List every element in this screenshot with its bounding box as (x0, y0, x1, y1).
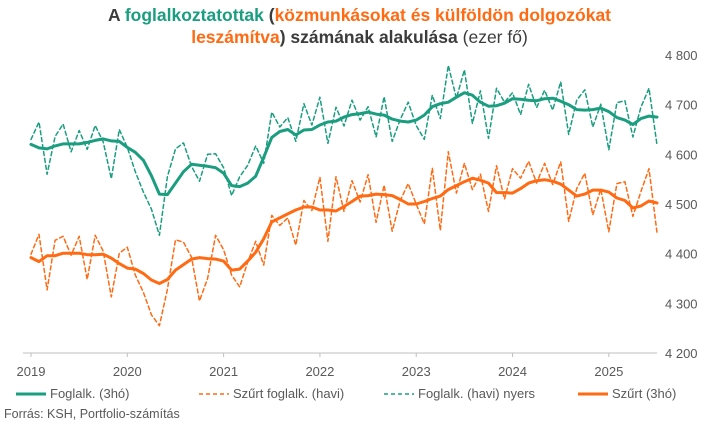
title-part-excluded: leszámítva (191, 27, 280, 47)
legend-item-orange-solid: Szűrt (3hó) (578, 386, 676, 401)
legend-label-orange-dashed: Szűrt foglalk. (havi) (233, 386, 345, 401)
legend-label-green-solid: Foglalk. (3hó) (50, 386, 130, 401)
series-line-3 (29, 176, 659, 285)
chart-title: A foglalkoztatottak (közmunkásokat és kü… (0, 4, 719, 48)
legend-item-green-solid: Foglalk. (3hó) (16, 386, 129, 401)
y-tick-label: 4 500 (665, 197, 698, 212)
legend-item-green-dashed: Foglalk. (havi) nyers (384, 386, 535, 401)
title-part-excluding: közmunkásokat és külföldön dolgozókat (274, 5, 612, 25)
y-tick-label: 4 400 (665, 247, 698, 262)
x-tick-label: 2021 (209, 364, 238, 379)
source-note: Forrás: KSH, Portfolio-számítás (4, 407, 180, 421)
series-line-0 (29, 91, 659, 197)
legend-label-green-dashed: Foglalk. (havi) nyers (418, 386, 536, 401)
y-tick-label: 4 200 (665, 346, 698, 361)
title-part-employed: foglalkoztatottak (124, 5, 264, 25)
x-tick-label: 2020 (113, 364, 142, 379)
x-tick-label: 2023 (402, 364, 431, 379)
y-tick-label: 4 700 (665, 98, 698, 113)
y-tick-label: 4 300 (665, 296, 698, 311)
title-part-unit: (ezer fő) (457, 27, 528, 47)
series-line-1 (30, 151, 658, 327)
y-tick-label: 4 600 (665, 147, 698, 162)
title-part-6: ) számának alakulása (279, 27, 458, 47)
title-part-1: A (107, 5, 125, 25)
legend-item-orange-dashed: Szűrt foglalk. (havi) (199, 386, 344, 401)
legend-label-orange-solid: Szűrt (3hó) (612, 386, 677, 401)
x-tick-label: 2022 (305, 364, 334, 379)
series-line-2 (30, 64, 658, 237)
y-tick-label: 4 800 (665, 48, 698, 63)
title-part-3: ( (263, 5, 275, 25)
x-tick-label: 2024 (498, 364, 527, 379)
x-tick-label: 2025 (594, 364, 623, 379)
x-tick-label: 2019 (17, 364, 46, 379)
legend: Foglalk. (3hó) Szűrt foglalk. (havi) Fog… (14, 386, 714, 404)
